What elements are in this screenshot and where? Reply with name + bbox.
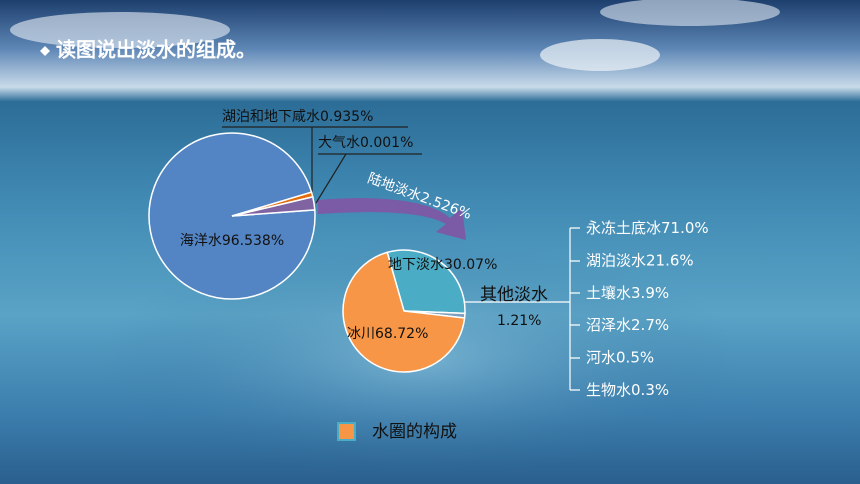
slice-value: 0.935% [320, 109, 373, 125]
pie-slice [148, 132, 316, 300]
slice-value: 68.72% [375, 326, 428, 342]
slice-name: 湖泊和地下咸水 [222, 109, 320, 125]
arrow [318, 198, 466, 240]
breakdown-item: 土壤水3.9% [586, 283, 669, 301]
item-value: 0.5% [616, 348, 654, 366]
slide-title: 读图说出淡水的组成。 [56, 38, 256, 62]
item-value: 2.7% [631, 316, 669, 334]
slice-label: 湖泊和地下咸水0.935% [222, 109, 373, 125]
caption-swatch [337, 422, 356, 441]
item-name: 沼泽水 [586, 316, 631, 334]
item-name: 永冻土底冰 [586, 219, 661, 237]
slice-value: 0.001% [360, 135, 413, 151]
slice-label: 冰川68.72% [347, 326, 428, 342]
slice-name: 冰川 [347, 326, 375, 342]
breakdown-item: 湖泊淡水21.6% [586, 251, 694, 269]
pie-slice [386, 249, 466, 315]
item-value: 0.3% [631, 381, 669, 399]
slice-name: 地下淡水 [388, 257, 444, 273]
breakdown-item: 河水0.5% [586, 348, 654, 366]
slice-value: 30.07% [444, 257, 497, 273]
slice-label: 大气水0.001% [318, 135, 413, 151]
bullet [40, 46, 50, 56]
item-value: 3.9% [631, 283, 669, 301]
item-name: 湖泊淡水 [586, 251, 646, 269]
item-name: 土壤水 [586, 283, 631, 301]
cloud [600, 0, 780, 26]
item-name: 生物水 [586, 381, 631, 399]
slice-label: 海洋水96.538% [180, 233, 284, 249]
pie-slice [342, 251, 466, 373]
breakdown-item: 生物水0.3% [586, 381, 669, 399]
breakdown-item: 永冻土底冰71.0% [586, 219, 709, 237]
cloud [540, 39, 660, 71]
slice-label: 地下淡水30.07% [388, 257, 497, 273]
caption: 水圈的构成 [372, 422, 457, 442]
slice-value: 1.21% [497, 313, 541, 329]
item-value: 71.0% [661, 219, 709, 237]
slice-label: 其他淡水 1.21% [480, 285, 548, 329]
item-name: 河水 [586, 348, 616, 366]
slice-value: 96.538% [222, 233, 284, 249]
slice-name: 海洋水 [180, 233, 222, 249]
leader-lines [222, 126, 580, 391]
breakdown-item: 沼泽水2.7% [586, 316, 669, 334]
item-value: 21.6% [646, 251, 694, 269]
cloud [10, 12, 230, 48]
slice-name: 其他淡水 [480, 285, 548, 305]
pie-slice [231, 196, 316, 217]
slice-name: 大气水 [318, 135, 360, 151]
